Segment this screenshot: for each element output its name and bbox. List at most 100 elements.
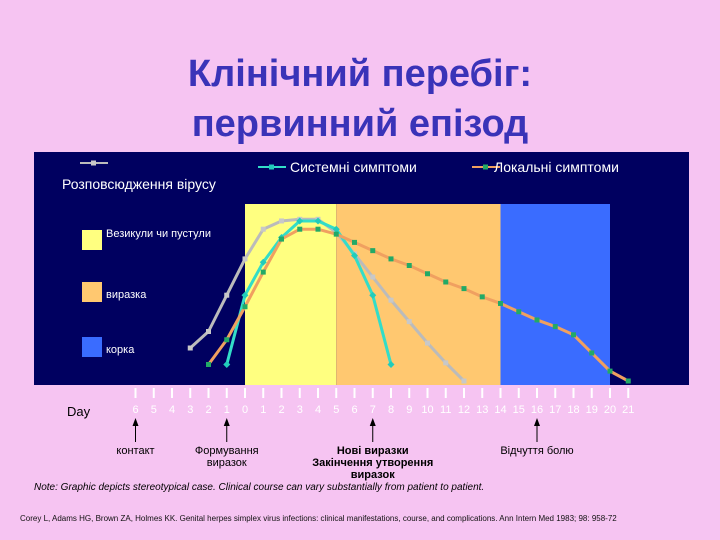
series-0-point-14 bbox=[443, 360, 449, 366]
annotation-text-1-1: виразок bbox=[207, 457, 247, 469]
x-tick-label-4: 2 bbox=[205, 404, 211, 416]
slide-title-line2: первинний епізод bbox=[191, 103, 529, 145]
series-1-point-1 bbox=[241, 291, 249, 299]
series-2-point-4 bbox=[279, 236, 284, 242]
series-2-point-23 bbox=[625, 378, 631, 384]
x-tick-label-1: 5 bbox=[151, 404, 157, 416]
x-tick-label-25: 19 bbox=[586, 404, 598, 416]
phase-label-0: Везикули чи пустули bbox=[106, 228, 211, 240]
series-2-point-1 bbox=[224, 337, 230, 343]
series-2-point-7 bbox=[333, 231, 339, 237]
x-tick-label-12: 6 bbox=[351, 404, 357, 416]
series-0-point-1 bbox=[206, 329, 211, 334]
series-2-point-10 bbox=[388, 256, 394, 262]
series-0-point-13 bbox=[425, 340, 430, 346]
x-tick-label-26: 20 bbox=[604, 404, 616, 416]
series-line-1 bbox=[225, 219, 393, 365]
legend-label-2: Локальні симптоми bbox=[494, 159, 619, 175]
x-tick-label-16: 10 bbox=[421, 404, 433, 416]
series-2-point-8 bbox=[352, 239, 357, 245]
slide-title-line1: Клінічний перебіг: bbox=[187, 53, 533, 95]
x-tick-label-2: 4 bbox=[169, 404, 175, 416]
annotation-arrowhead-3 bbox=[534, 418, 540, 426]
series-2-point-18 bbox=[534, 317, 540, 323]
x-tick-label-22: 16 bbox=[531, 404, 543, 416]
series-0-point-12 bbox=[406, 319, 412, 325]
series-2-point-16 bbox=[498, 300, 503, 306]
legend-marker-0 bbox=[91, 160, 96, 166]
series-1-point-2 bbox=[259, 258, 267, 266]
phase-label-2: корка bbox=[106, 344, 135, 356]
annotation-arrowhead-1 bbox=[223, 418, 230, 426]
series-2-point-13 bbox=[443, 279, 449, 285]
legend-label-0: Розповсюдження вірусу bbox=[62, 176, 216, 192]
x-tick-label-7: 1 bbox=[260, 404, 266, 416]
legend-label-1: Системні симптоми bbox=[290, 159, 417, 175]
series-2-point-2 bbox=[242, 304, 248, 310]
series-0-point-5 bbox=[279, 218, 284, 224]
series-2-point-11 bbox=[406, 263, 412, 268]
series-2-point-14 bbox=[461, 286, 467, 292]
series-2-point-9 bbox=[370, 248, 376, 254]
phase-label-1: виразка bbox=[106, 289, 147, 301]
series-1-point-5 bbox=[314, 217, 322, 225]
x-tick-label-3: 3 bbox=[187, 404, 193, 416]
series-0-point-4 bbox=[260, 226, 266, 232]
annotation-arrowhead-2 bbox=[369, 418, 376, 426]
series-2-point-21 bbox=[589, 350, 595, 356]
x-tick-label-15: 9 bbox=[406, 404, 412, 416]
series-2-point-6 bbox=[315, 226, 321, 232]
series-line-2 bbox=[207, 227, 629, 383]
annotation-text-2-1: Закінчення утворення bbox=[312, 457, 433, 469]
x-tick-label-24: 18 bbox=[567, 404, 579, 416]
legend-marker-2 bbox=[483, 164, 488, 170]
series-2-point-19 bbox=[552, 324, 558, 330]
series-2-point-17 bbox=[516, 309, 522, 315]
series-1-point-8 bbox=[369, 291, 377, 299]
x-tick-label-21: 15 bbox=[513, 404, 525, 416]
x-tick-label-9: 3 bbox=[297, 404, 303, 416]
x-tick-label-10: 4 bbox=[315, 404, 321, 416]
series-2-point-20 bbox=[571, 332, 576, 338]
annotation-arrowhead-0 bbox=[132, 418, 139, 426]
series-0-point-3 bbox=[242, 256, 248, 262]
series-2-point-15 bbox=[479, 294, 485, 300]
x-tick-label-13: 7 bbox=[370, 404, 376, 416]
phase-band-1 bbox=[336, 204, 501, 385]
x-tick-label-0: 6 bbox=[132, 404, 138, 416]
x-tick-label-11: 5 bbox=[333, 404, 339, 416]
series-1-point-6 bbox=[332, 225, 340, 233]
x-axis-label: Day bbox=[67, 404, 91, 419]
citation: Corey L, Adams HG, Brown ZA, Holmes KK. … bbox=[20, 514, 617, 523]
phase-swatch-0 bbox=[82, 230, 102, 250]
x-tick-label-19: 13 bbox=[476, 404, 488, 416]
series-2-point-3 bbox=[260, 269, 266, 275]
series-2-point-0 bbox=[206, 362, 211, 367]
series-0-point-15 bbox=[461, 378, 467, 384]
series-2-point-12 bbox=[425, 271, 430, 277]
x-tick-label-5: 1 bbox=[224, 404, 230, 416]
x-tick-label-18: 12 bbox=[458, 404, 470, 416]
series-1-point-9 bbox=[387, 361, 395, 368]
series-0-point-10 bbox=[370, 274, 376, 280]
phase-swatch-2 bbox=[82, 337, 102, 357]
x-tick-label-17: 11 bbox=[440, 404, 451, 416]
series-1-point-0 bbox=[223, 361, 231, 368]
series-0-point-11 bbox=[388, 297, 394, 303]
series-2-point-22 bbox=[607, 368, 613, 374]
chart-note: Note: Graphic depicts stereotypical case… bbox=[34, 482, 485, 493]
annotation-text-3-0: Відчуття болю bbox=[500, 445, 573, 457]
phase-band-2 bbox=[500, 204, 610, 385]
x-tick-label-20: 14 bbox=[494, 404, 506, 416]
phase-swatch-1 bbox=[82, 282, 102, 302]
series-0-point-2 bbox=[224, 292, 230, 298]
series-1-point-4 bbox=[296, 217, 304, 225]
annotation-text-0-0: контакт bbox=[116, 445, 154, 457]
x-tick-label-6: 0 bbox=[242, 404, 248, 416]
x-tick-label-27: 21 bbox=[622, 404, 634, 416]
annotation-text-1-0: Формування bbox=[195, 445, 259, 457]
x-tick-label-8: 2 bbox=[278, 404, 284, 416]
annotation-text-2-2: виразок bbox=[351, 469, 395, 481]
legend-marker-1 bbox=[269, 164, 274, 170]
